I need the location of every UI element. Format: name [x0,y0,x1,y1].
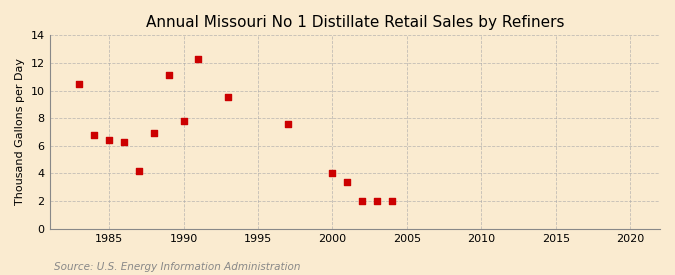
Text: Source: U.S. Energy Information Administration: Source: U.S. Energy Information Administ… [54,262,300,272]
Point [342,180,353,184]
Point [74,81,85,86]
Point [223,95,234,100]
Point [89,133,100,137]
Point [282,122,293,126]
Point [163,73,174,78]
Point [387,199,398,203]
Title: Annual Missouri No 1 Distillate Retail Sales by Refiners: Annual Missouri No 1 Distillate Retail S… [146,15,564,30]
Point [327,171,338,176]
Point [178,119,189,123]
Y-axis label: Thousand Gallons per Day: Thousand Gallons per Day [15,59,25,205]
Point [372,199,383,203]
Point [357,199,368,203]
Point [193,57,204,61]
Point [148,131,159,136]
Point [104,138,115,142]
Point [134,169,144,173]
Point [119,139,130,144]
